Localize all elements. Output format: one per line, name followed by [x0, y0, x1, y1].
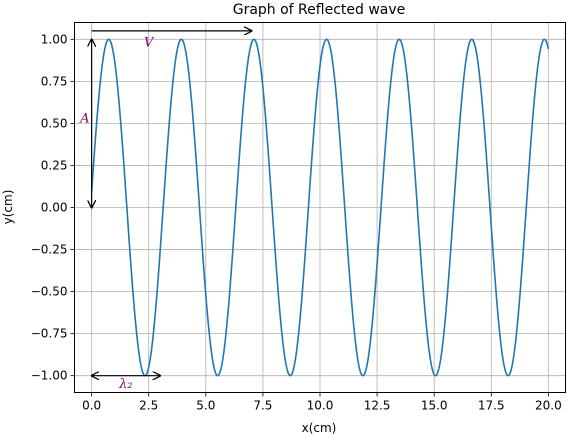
chart-title: Graph of Reflected wave [233, 2, 406, 18]
grid [74, 22, 566, 393]
x-tick-label: 20.0 [535, 399, 562, 413]
y-tick-label: 0.25 [41, 158, 68, 172]
y-axis-ticks: −1.00 −0.75 −0.50 −0.25 0.00 0.25 0.50 0.75 1.00 [31, 32, 75, 383]
x-tick-label: 5.0 [196, 399, 215, 413]
x-tick-label: 7.5 [253, 399, 272, 413]
y-tick-label: −0.75 [31, 327, 68, 341]
annotation-label: λ₂ [118, 377, 132, 392]
x-axis-label: x(cm) [302, 421, 337, 435]
x-axis-ticks: 0.0 2.5 5.0 7.5 10.0 12.5 15.0 17.5 20.0 [82, 392, 562, 413]
x-tick-label: 10.0 [307, 399, 334, 413]
y-tick-label: 0.50 [41, 116, 68, 130]
annotation-label: V [144, 36, 155, 51]
x-tick-label: 15.0 [421, 399, 448, 413]
y-tick-label: −0.25 [31, 243, 68, 257]
y-tick-label: 0.00 [41, 201, 68, 215]
y-tick-label: −0.50 [31, 285, 68, 299]
annotations: V Aλ₂ [79, 31, 251, 392]
y-axis-label: y(cm) [1, 190, 15, 225]
y-tick-label: −1.00 [31, 369, 68, 383]
y-tick-label: 0.75 [41, 74, 68, 88]
x-tick-label: 12.5 [364, 399, 391, 413]
x-tick-label: 17.5 [478, 399, 505, 413]
annotation-label: A [79, 111, 89, 126]
series-line-reflected-wave [90, 38, 550, 377]
x-tick-label: 0.0 [82, 399, 101, 413]
y-tick-label: 1.00 [41, 32, 68, 46]
x-tick-label: 2.5 [139, 399, 158, 413]
